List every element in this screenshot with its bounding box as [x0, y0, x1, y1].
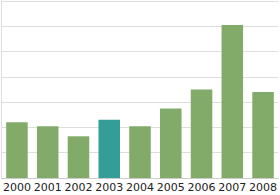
svg-text:2001: 2001 — [34, 181, 62, 194]
svg-text:2003: 2003 — [95, 181, 123, 194]
svg-text:2005: 2005 — [157, 181, 185, 194]
svg-text:2002: 2002 — [64, 181, 92, 194]
svg-text:2004: 2004 — [126, 181, 154, 194]
svg-text:2008: 2008 — [249, 181, 277, 194]
svg-text:2007: 2007 — [218, 181, 246, 194]
svg-text:2006: 2006 — [188, 181, 216, 194]
svg-text:2000: 2000 — [3, 181, 31, 194]
